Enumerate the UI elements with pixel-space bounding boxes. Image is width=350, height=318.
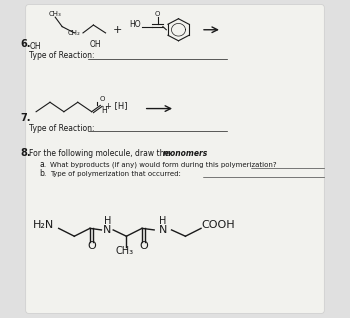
Text: COOH: COOH [202,220,235,230]
Text: H₂N: H₂N [33,220,54,230]
Text: +: + [113,25,122,35]
Text: 7.: 7. [21,113,31,123]
Text: H: H [104,216,111,225]
Text: OH: OH [89,40,101,49]
Text: 6.: 6. [21,39,31,49]
Text: O: O [139,241,148,251]
Text: OH: OH [29,42,41,51]
Text: Type of Reaction:: Type of Reaction: [29,124,94,133]
Text: 8.: 8. [21,148,31,158]
Text: H: H [159,216,167,225]
Text: + [H]: + [H] [105,101,127,111]
Text: Type of polymerization that occurred:: Type of polymerization that occurred: [50,171,181,177]
Text: For the following molecule, draw the: For the following molecule, draw the [29,149,169,158]
Text: monomers: monomers [163,149,208,158]
Text: CH₃: CH₃ [49,10,62,17]
Text: CH₃: CH₃ [116,245,134,256]
Text: What byproducts (if any) would form during this polymerization?: What byproducts (if any) would form duri… [50,162,276,168]
Text: a.: a. [40,160,47,169]
Text: CH₂: CH₂ [68,31,81,37]
Text: O: O [87,241,96,251]
Text: b.: b. [40,169,47,178]
FancyBboxPatch shape [26,4,324,314]
Text: H: H [101,106,107,115]
Text: Type of Reaction:: Type of Reaction: [29,51,94,60]
Text: O: O [99,96,105,102]
Text: HO: HO [129,20,141,29]
Text: N: N [103,225,112,235]
Text: O: O [155,10,160,17]
Text: N: N [159,225,167,235]
